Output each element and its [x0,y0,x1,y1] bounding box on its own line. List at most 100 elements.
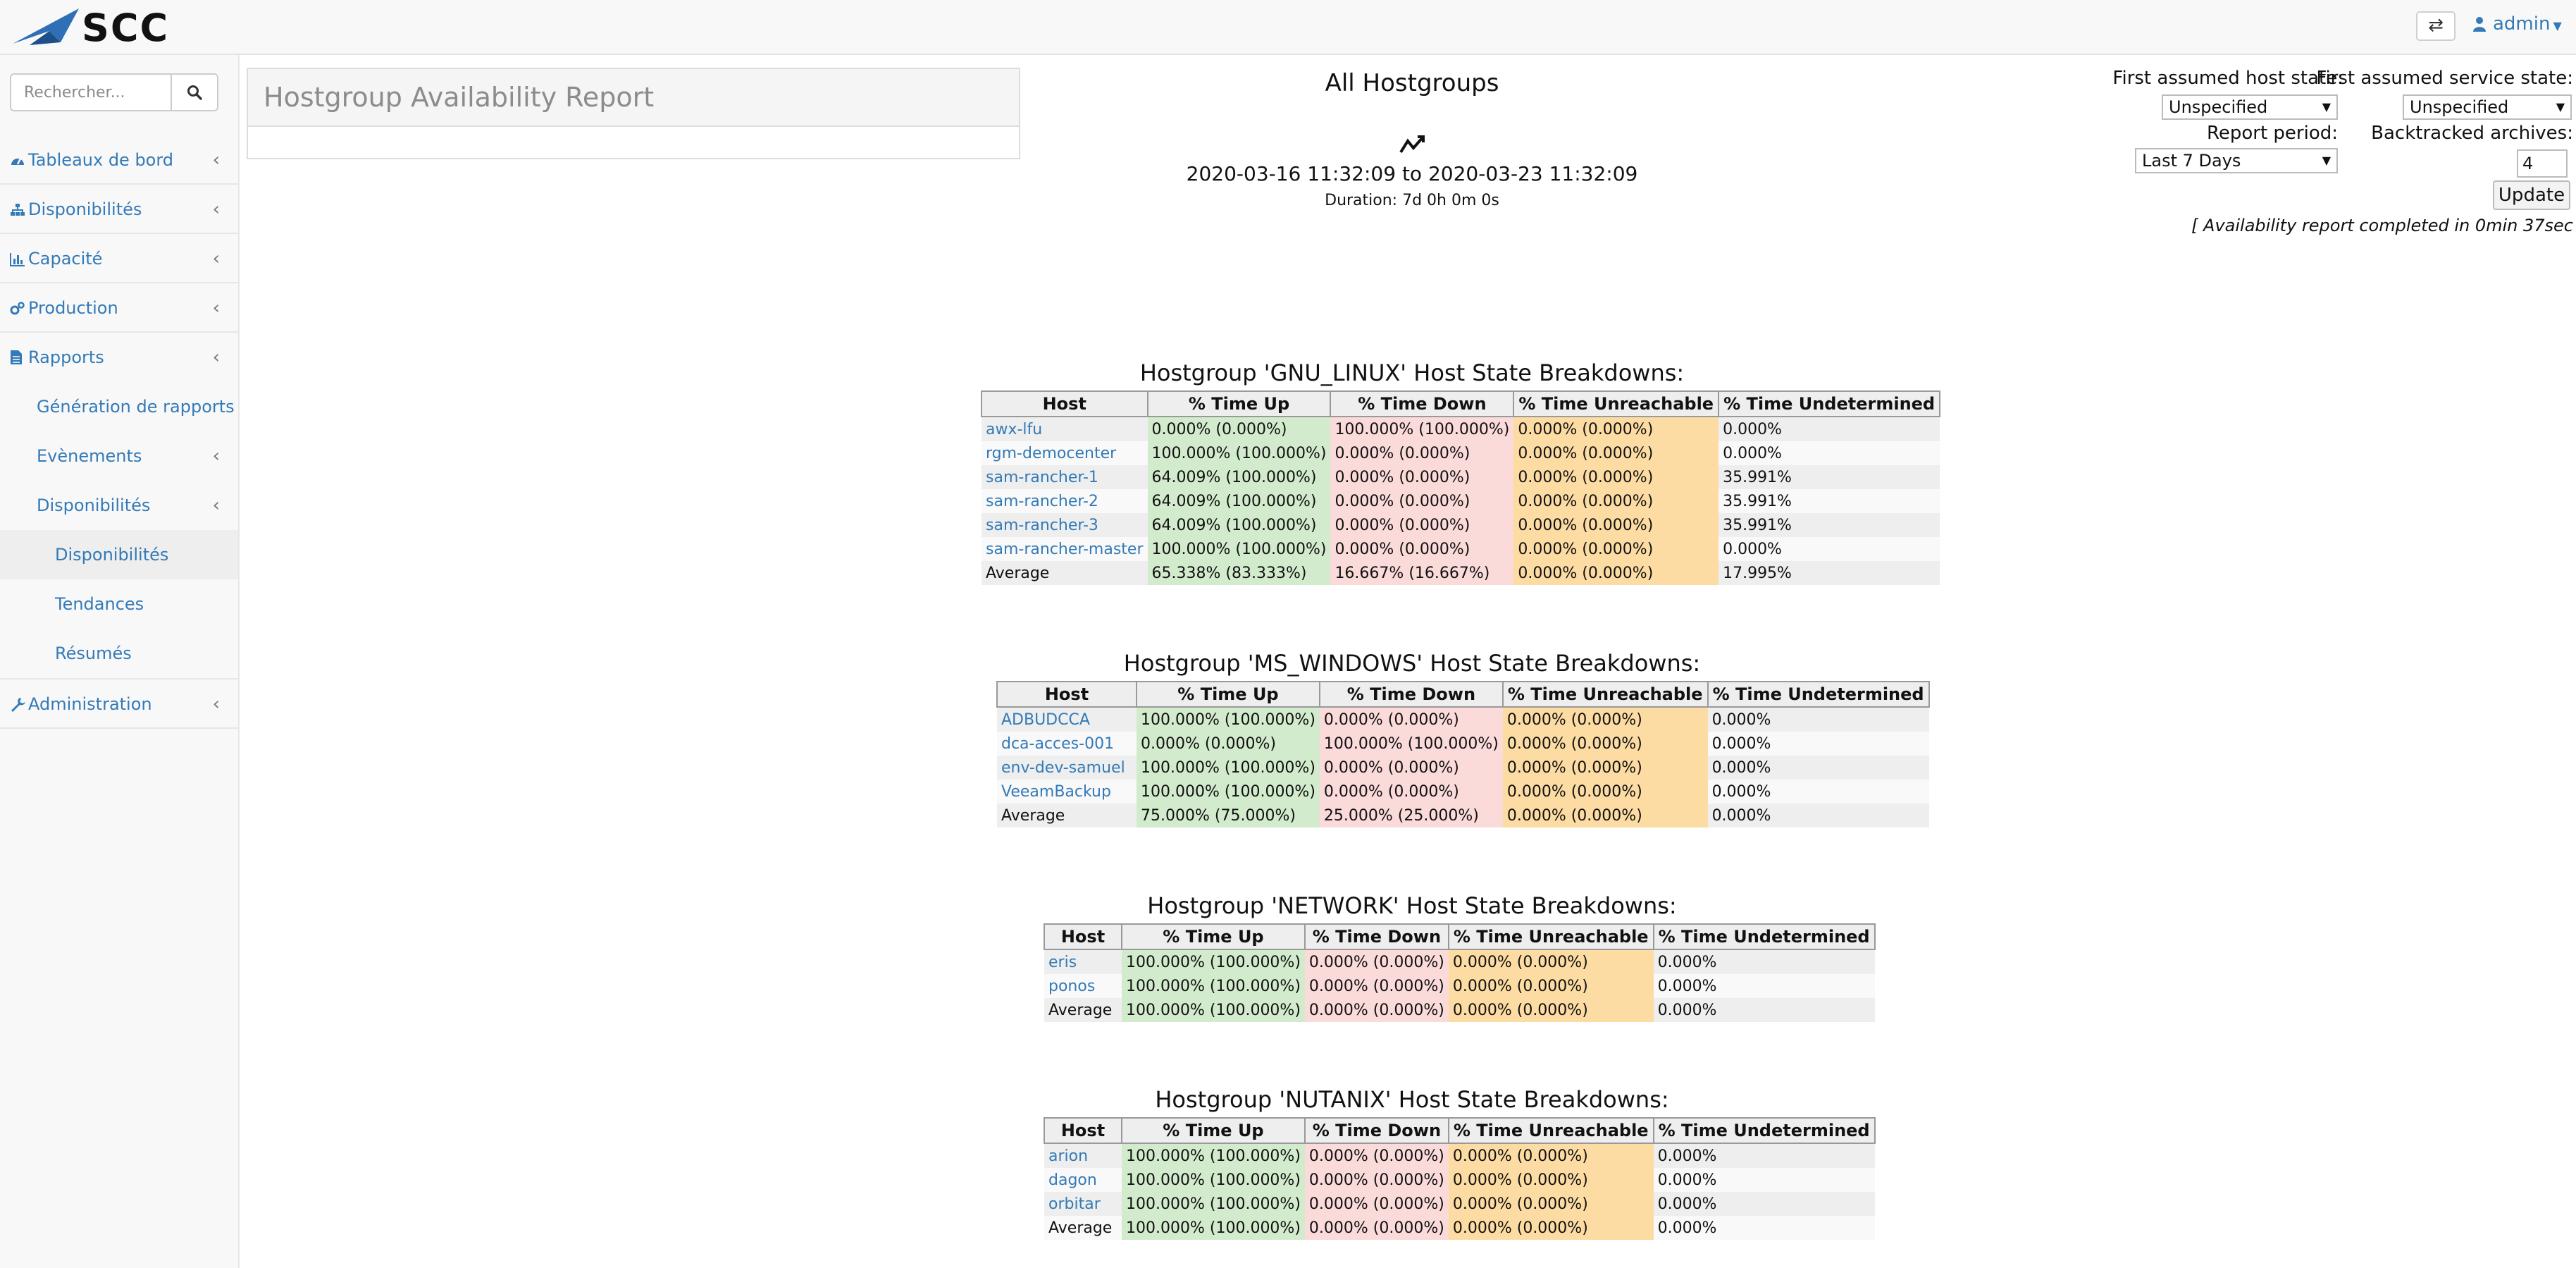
host-link[interactable]: sam-rancher-master [986,540,1144,558]
host-cell: rgm-democenter [982,441,1148,465]
sidebar-subitem-evenements[interactable]: Evènements ‹ [0,431,238,481]
value-cell: 0.000% (0.000%) [1502,780,1708,804]
host-link[interactable]: VeeamBackup [1001,782,1111,801]
user-menu[interactable]: admin ▼ [2473,10,2562,38]
update-button[interactable]: Update [2493,180,2570,210]
caret-down-icon: ▼ [2553,19,2562,32]
value-cell: 17.995% [1719,561,1940,585]
column-header[interactable]: % Time Down [1304,923,1449,950]
value-cell: 100.000% (100.000%) [1137,780,1320,804]
value-cell: 100.000% (100.000%) [1137,756,1320,780]
value-cell: 100.000% (100.000%) [1122,1143,1305,1168]
sidebar-item-label: Production [28,298,118,318]
host-link[interactable]: ADBUDCCA [1001,710,1090,729]
host-state-label: First assumed host state: [2112,68,2343,89]
column-header[interactable]: % Time Up [1121,1117,1306,1144]
column-header[interactable]: % Time Unreachable [1513,390,1720,417]
sidebar-item-tableaux-de-bord[interactable]: Tableaux de bord ‹ [0,135,238,185]
host-link[interactable]: sam-rancher-3 [986,516,1098,534]
value-cell: 0.000% (0.000%) [1502,756,1708,780]
hostgroup-table: Host% Time Up% Time Down% Time Unreachab… [1044,923,1876,1022]
host-cell: arion [1044,1143,1122,1168]
host-cell: dca-acces-001 [997,732,1137,756]
value-cell: 0.000% [1653,1216,1875,1240]
chevron-left-icon: ‹ [212,445,220,467]
host-link[interactable]: awx-lfu [986,420,1043,438]
column-header[interactable]: Host [1044,923,1122,950]
host-link[interactable]: sam-rancher-1 [986,468,1098,486]
column-header[interactable]: Host [981,390,1148,417]
column-header[interactable]: % Time Unreachable [1447,1117,1654,1144]
value-cell: 0.000% (0.000%) [1513,513,1719,537]
value-cell: 0.000% (0.000%) [1513,417,1719,441]
value-cell: 0.000% (0.000%) [1448,949,1654,974]
host-link[interactable]: env-dev-samuel [1001,758,1125,777]
sidebar-subsubitem-disponibilites[interactable]: Disponibilités [0,530,238,579]
column-header[interactable]: % Time Undetermined [1707,681,1930,708]
host-state-select[interactable]: Unspecified ▼ [2162,94,2338,120]
sidebar-item-rapports[interactable]: Rapports ‹ [0,333,238,382]
host-cell: ponos [1044,974,1122,998]
host-link[interactable]: eris [1048,953,1077,971]
select-arrow-icon: ▼ [2322,100,2331,113]
select-arrow-icon: ▼ [2322,154,2331,167]
top-navbar: SCC ⇄ admin ▼ [0,0,2576,55]
column-header[interactable]: % Time Undetermined [1652,1117,1876,1144]
service-state-label: First assumed service state: [2316,68,2573,89]
sidebar-item-disponibilites[interactable]: Disponibilités ‹ [0,185,238,234]
scc-logo[interactable]: SCC [8,3,206,50]
value-cell: 0.000% [1653,974,1875,998]
host-link[interactable]: arion [1048,1147,1089,1165]
host-link[interactable]: orbitar [1048,1195,1101,1213]
value-cell: 100.000% (100.000%) [1122,1192,1305,1216]
hostgroup-table: Host% Time Up% Time Down% Time Unreachab… [1044,1117,1876,1240]
sidebar-item-label: Tendances [55,594,144,614]
table-row: eris 100.000% (100.000%) 0.000% (0.000%) 0.… [1044,949,1875,974]
sidebar-subitem-generation-rapports[interactable]: Génération de rapports [0,382,238,431]
sidebar-item-label: Disponibilités [28,199,142,219]
sidebar-item-production[interactable]: Production ‹ [0,283,238,333]
value-cell: 0.000% (0.000%) [1448,1216,1654,1240]
value-cell: 0.000% (0.000%) [1304,949,1449,974]
host-link[interactable]: sam-rancher-2 [986,492,1098,510]
search-button[interactable] [172,73,218,111]
host-link[interactable]: dca-acces-001 [1001,734,1115,753]
column-header[interactable]: % Time Down [1318,681,1504,708]
value-cell: 0.000% (0.000%) [1448,974,1654,998]
value-cell: 0.000% (0.000%) [1147,417,1331,441]
sidebar-nav: Tableaux de bord ‹ Disponibilités ‹ Capa… [0,135,238,729]
sidebar-item-administration[interactable]: Administration ‹ [0,679,238,729]
value-cell: 0.000% [1653,1168,1875,1192]
column-header[interactable]: Host [1044,1117,1122,1144]
column-header[interactable]: % Time Down [1330,390,1515,417]
period-select[interactable]: Last 7 Days ▼ [2135,148,2338,173]
trends-icon[interactable] [1130,133,1694,158]
column-header[interactable]: % Time Up [1121,923,1306,950]
value-cell: 0.000% (0.000%) [1304,998,1449,1022]
table-row: dagon 100.000% (100.000%) 0.000% (0.000%) 0… [1044,1168,1875,1192]
sidebar-item-label: Capacité [28,249,103,269]
column-header[interactable]: % Time Unreachable [1447,923,1654,950]
column-header[interactable]: % Time Unreachable [1501,681,1709,708]
column-header[interactable]: % Time Down [1304,1117,1449,1144]
column-header[interactable]: % Time Up [1146,390,1332,417]
value-cell: 0.000% (0.000%) [1304,974,1449,998]
service-state-select[interactable]: Unspecified ▼ [2403,94,2572,120]
column-header[interactable]: % Time Up [1136,681,1320,708]
value-cell: 0.000% (0.000%) [1448,1143,1654,1168]
column-header[interactable]: % Time Undetermined [1718,390,1941,417]
archives-input[interactable]: 4 [2517,149,2568,178]
host-link[interactable]: ponos [1048,977,1096,995]
host-link[interactable]: rgm-democenter [986,444,1117,462]
search-input[interactable] [10,73,172,111]
column-header[interactable]: % Time Undetermined [1652,923,1876,950]
sidebar-item-capacite[interactable]: Capacité ‹ [0,234,238,283]
value-cell: 25.000% (25.000%) [1319,804,1503,827]
column-header[interactable]: Host [996,681,1137,708]
report-range: 2020-03-16 11:32:09 to 2020-03-23 11:32:… [1130,162,1694,185]
swap-icon[interactable]: ⇄ [2416,11,2456,41]
host-link[interactable]: dagon [1048,1171,1097,1189]
sidebar-subsubitem-tendances[interactable]: Tendances [0,579,238,629]
sidebar-subsubitem-resumes[interactable]: Résumés [0,629,238,679]
sidebar-subitem-disponibilites[interactable]: Disponibilités ‹ [0,481,238,530]
